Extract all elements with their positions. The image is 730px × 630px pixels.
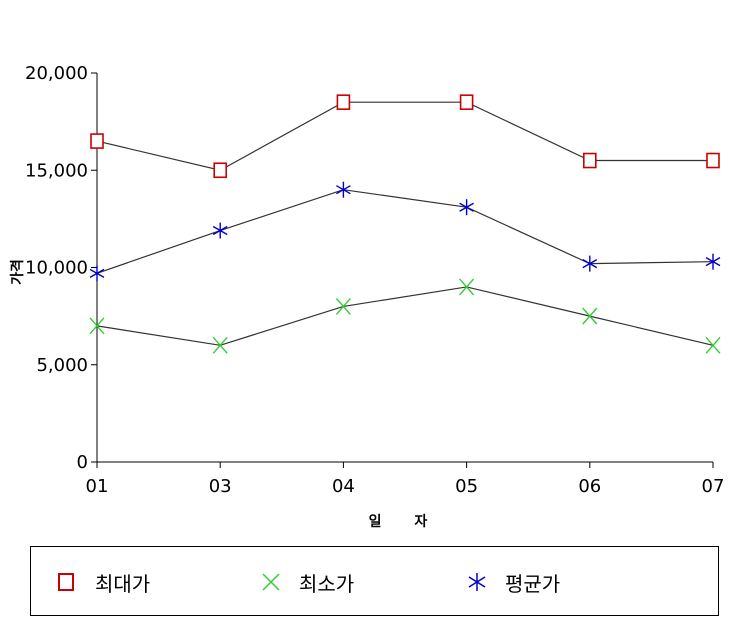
data-point xyxy=(706,152,720,169)
legend-item-max: 최대가 xyxy=(57,547,150,617)
data-point xyxy=(213,162,227,179)
x-tick-label: 04 xyxy=(332,476,355,497)
data-point xyxy=(582,255,598,272)
series-line xyxy=(96,189,714,274)
data-point xyxy=(582,307,598,325)
chart-series-lines xyxy=(96,101,714,346)
x-tick-label: 03 xyxy=(209,476,232,497)
data-point xyxy=(459,94,474,110)
data-point xyxy=(212,336,228,354)
x-tick-label: 05 xyxy=(455,476,478,497)
data-point xyxy=(705,253,721,270)
x-tick-label: 01 xyxy=(86,476,109,497)
square-marker-icon xyxy=(58,573,74,591)
x-tick-label: 07 xyxy=(702,476,725,497)
series-line xyxy=(96,286,714,346)
legend-item-min: 최소가 xyxy=(261,547,354,617)
data-point xyxy=(705,336,721,354)
y-tick-label: 0 xyxy=(77,452,88,473)
x-tick-label: 06 xyxy=(578,476,601,497)
data-point xyxy=(336,94,351,110)
legend-label-max: 최대가 xyxy=(95,571,151,596)
data-point xyxy=(459,278,475,296)
series-line xyxy=(96,101,713,171)
data-point xyxy=(89,265,105,282)
asterisk-marker-icon xyxy=(468,573,486,591)
data-point xyxy=(335,297,351,315)
data-point xyxy=(212,222,228,239)
y-tick-label: 15,000 xyxy=(25,160,88,181)
chart-axes: 0 5,000 10,000 15,000 20,000 01 03 04 05 06 07 xyxy=(25,63,724,497)
legend-label-avg: 평균가 xyxy=(505,571,561,596)
y-tick-label: 5,000 xyxy=(36,355,88,376)
data-point xyxy=(336,181,351,198)
chart-series-markers xyxy=(89,94,721,354)
y-axis-title: 가격 xyxy=(9,259,26,285)
y-tick-label: 10,000 xyxy=(25,258,88,279)
x-marker-icon xyxy=(262,573,280,591)
legend-item-avg: 평균가 xyxy=(467,547,560,617)
x-axis-title: 일 자 xyxy=(369,514,442,530)
data-point xyxy=(89,317,105,335)
data-point xyxy=(459,199,474,216)
chart-legend: 최대가 최소가 평균가 xyxy=(30,546,719,616)
data-point xyxy=(90,133,104,149)
data-point xyxy=(582,152,597,169)
y-tick-label: 20,000 xyxy=(25,63,88,84)
legend-label-min: 최소가 xyxy=(299,571,355,596)
